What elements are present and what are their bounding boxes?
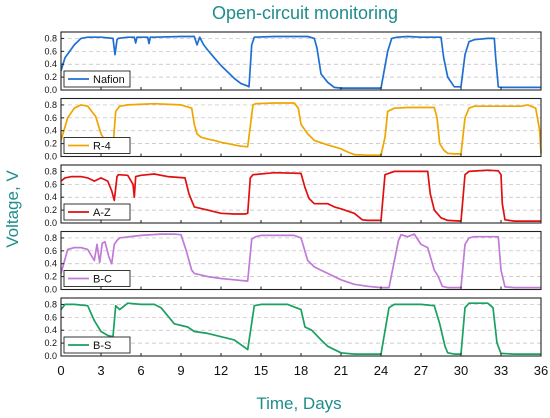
y-tick-label: 0.8	[44, 299, 57, 309]
legend-box	[63, 70, 131, 88]
x-tick-label: 36	[534, 363, 548, 378]
panel-1: 0.0 0.2 0.4 0.6 0.8 Nafion	[44, 31, 542, 95]
x-tick-label: 15	[254, 363, 268, 378]
legend-4: B-C	[63, 270, 131, 287]
y-tick-label: 0.2	[44, 72, 57, 82]
x-axis-ticks: 0 3 6 9 12 15 18 21 24 27 30 33 36	[57, 363, 548, 378]
y-tick-label: 0.2	[44, 139, 57, 149]
y-tick-label: 0.4	[44, 259, 57, 269]
panel-4: 0.0 0.2 0.4 0.6 0.8 B-C	[44, 230, 542, 295]
x-tick-label: 27	[414, 363, 428, 378]
legend-2: R-4	[63, 137, 131, 154]
series-line-3	[60, 169, 541, 222]
legend-box	[63, 203, 131, 221]
panel-5: 0.0 0.2 0.4 0.6 0.8 B-S	[44, 297, 542, 361]
y-tick-label: 0.0	[44, 218, 57, 228]
y-tick-label: 0.6	[44, 246, 57, 256]
x-tick-label: 9	[177, 363, 184, 378]
panel-2: 0.0 0.2 0.4 0.6 0.8 R-4	[44, 97, 542, 162]
y-tick-label: 0.6	[44, 179, 57, 189]
y-tick-label: 0.4	[44, 59, 57, 69]
y-tick-label: 0.6	[44, 312, 57, 322]
y-tick-label: 0.2	[44, 272, 57, 282]
x-tick-label: 12	[214, 363, 228, 378]
y-tick-label: 0.8	[44, 166, 57, 176]
legend-5: B-S	[63, 336, 131, 354]
panel-3: 0.0 0.2 0.4 0.6 0.8 A-Z	[44, 164, 542, 228]
series-line-5	[60, 302, 541, 355]
legend-box	[63, 336, 131, 354]
x-tick-label: 6	[137, 363, 144, 378]
x-tick-label: 24	[374, 363, 388, 378]
y-tick-label: 0.4	[44, 126, 57, 136]
x-tick-label: 18	[294, 363, 308, 378]
series-line-4	[60, 233, 541, 289]
y-tick-label: 0.0	[44, 285, 57, 295]
legend-box	[63, 137, 131, 154]
y-axis-title: Voltage, V	[3, 170, 22, 248]
legend-label: B-C	[93, 274, 112, 286]
x-tick-label: 33	[494, 363, 508, 378]
x-tick-label: 30	[454, 363, 468, 378]
legend-label: A-Z	[93, 207, 111, 219]
chart-title: Open-circuit monitoring	[212, 3, 398, 23]
y-tick-label: 0.0	[44, 351, 57, 361]
y-tick-label: 0.8	[44, 33, 57, 43]
x-tick-label: 3	[97, 363, 104, 378]
series-line-2	[60, 102, 542, 157]
legend-3: A-Z	[63, 203, 131, 221]
panel-frame	[60, 297, 542, 357]
x-tick-label: 0	[57, 363, 64, 378]
x-axis-title: Time, Days	[256, 394, 341, 413]
y-tick-label: 0.0	[44, 85, 57, 95]
y-tick-label: 0.4	[44, 192, 57, 202]
legend-label: R-4	[93, 141, 111, 153]
y-tick-label: 0.6	[44, 113, 57, 123]
legend-1: Nafion	[63, 70, 131, 88]
y-tick-label: 0.2	[44, 205, 57, 215]
y-tick-label: 0.8	[44, 233, 57, 243]
y-tick-label: 0.6	[44, 46, 57, 56]
panel-frame	[60, 97, 542, 158]
legend-label: Nafion	[93, 74, 125, 86]
series-line-1	[60, 35, 541, 89]
chart-panels: 0.00.20.40.60.8Nafion0.00.20.40.60.8R-40…	[44, 31, 542, 361]
panel-frame	[60, 31, 542, 91]
y-tick-label: 0.2	[44, 338, 57, 348]
y-tick-label: 0.4	[44, 325, 57, 335]
y-tick-label: 0.0	[44, 152, 57, 162]
x-tick-label: 21	[334, 363, 348, 378]
legend-label: B-S	[93, 340, 111, 352]
legend-box	[63, 270, 131, 287]
y-tick-label: 0.8	[44, 100, 57, 110]
